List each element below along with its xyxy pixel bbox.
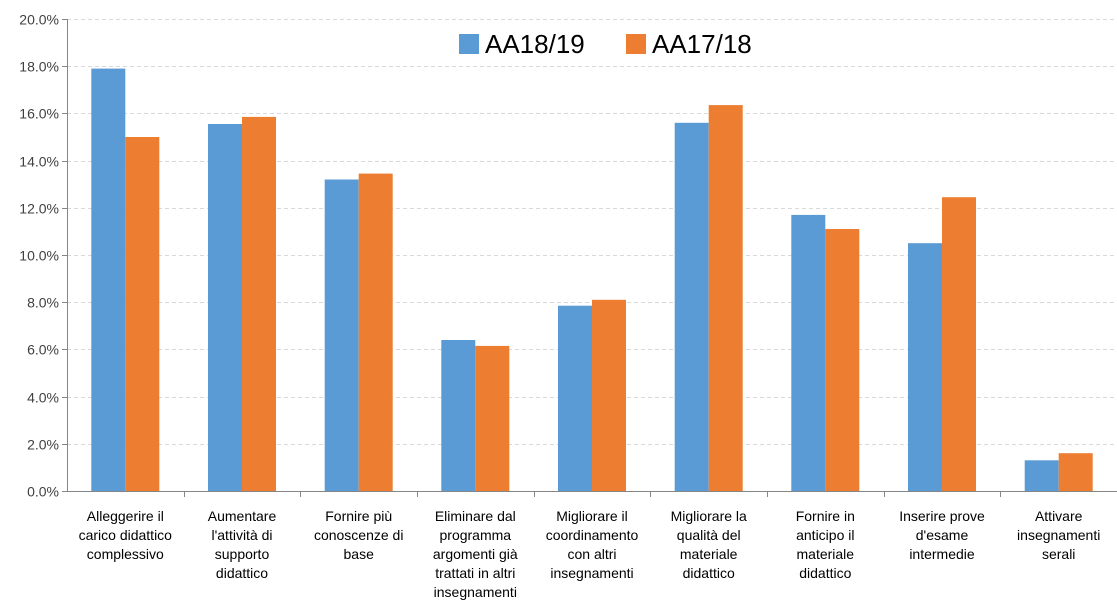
y-tick-label: 10.0% [19, 248, 59, 264]
x-tick-label-line: Alleggerire il [87, 508, 164, 524]
x-tick-label-line: insegnamenti [434, 584, 517, 600]
x-tick-label: Inserire prove d'esame intermedie [899, 508, 985, 562]
x-tick-label-line: anticipo il [796, 527, 854, 543]
x-tick-label-line: coordinamento [546, 527, 639, 543]
x-tick-label: Attivare insegnamenti serali [1017, 508, 1100, 562]
bar[interactable] [592, 299, 626, 491]
x-tick-label-line: Aumentare [208, 508, 277, 524]
bar[interactable] [441, 340, 476, 491]
x-tick-label-line: insegnamenti [550, 565, 633, 581]
x-tick-label-line: trattati in altri [435, 565, 515, 581]
x-tick-label: Fornire più conoscenze di base [314, 508, 404, 562]
x-tick-label-line: Inserire prove [899, 508, 985, 524]
x-tick-label: Migliorare il coordinamento con altri inseg… [546, 508, 639, 581]
x-tick-label-line: serali [1042, 546, 1075, 562]
x-tick-label-line: conoscenze di [314, 527, 404, 543]
y-tick-label: 8.0% [27, 295, 59, 311]
x-tick-label: Aumentare l'attività di supporto didattico [208, 508, 277, 581]
x-tick-label-line: d'esame [916, 527, 969, 543]
y-tick-label: 14.0% [19, 154, 59, 170]
bar[interactable] [475, 345, 510, 491]
legend-label: AA18/19 [485, 29, 585, 59]
bar[interactable] [91, 68, 126, 491]
x-tick-label-line: insegnamenti [1017, 527, 1100, 543]
x-tick-label-line: materiale [797, 546, 855, 562]
bar[interactable] [125, 137, 160, 491]
x-tick-label-line: Eliminare dal [435, 508, 516, 524]
legend-swatch [626, 34, 646, 54]
x-tick-label: Eliminare dal programma argomenti già tratt… [433, 508, 518, 600]
x-tick-label-line: didattico [799, 565, 851, 581]
bar[interactable] [674, 122, 709, 492]
y-tick-label: 20.0% [19, 12, 59, 28]
x-tick-label-line: Migliorare il [556, 508, 628, 524]
x-tick-label-line: base [344, 546, 375, 562]
x-tick-label-line: materiale [680, 546, 738, 562]
bar[interactable] [825, 229, 860, 491]
y-tick-label: 4.0% [27, 390, 59, 406]
bar[interactable] [791, 214, 826, 491]
bar[interactable] [324, 179, 359, 492]
bar[interactable] [1058, 453, 1093, 491]
x-tick-label-line: programma [440, 527, 512, 543]
x-tick-label-line: Attivare [1035, 508, 1083, 524]
bar[interactable] [1024, 460, 1059, 491]
y-tick-label: 0.0% [27, 484, 59, 500]
y-tick-label: 16.0% [19, 106, 59, 122]
bar[interactable] [242, 116, 276, 492]
x-tick-label-line: l'attività di [211, 527, 272, 543]
x-tick-label: Fornire in anticipo il materiale didattico [796, 508, 855, 581]
x-tick-label-line: Fornire più [325, 508, 392, 524]
bar[interactable] [558, 305, 592, 491]
y-tick-label: 12.0% [19, 201, 59, 217]
bar[interactable] [208, 124, 242, 491]
x-tick-label-line: complessivo [87, 546, 164, 562]
x-tick-label-line: qualità del [677, 527, 741, 543]
x-tick-label-line: didattico [216, 565, 268, 581]
x-tick-label-line: Migliorare la [671, 508, 747, 524]
bar[interactable] [708, 105, 743, 491]
y-tick-label: 2.0% [27, 437, 59, 453]
x-tick-label-line: didattico [683, 565, 735, 581]
x-tick-label-line: con altri [567, 546, 616, 562]
legend-label: AA17/18 [652, 29, 752, 59]
x-tick-label-line: intermedie [909, 546, 975, 562]
x-tick-label-line: Fornire in [796, 508, 855, 524]
x-tick-label: Migliorare la qualità del materiale didatti… [671, 508, 747, 581]
x-tick-label: Alleggerire il carico didattico complessiv… [79, 508, 173, 562]
x-tick-label-line: supporto [215, 546, 270, 562]
y-tick-label: 6.0% [27, 342, 59, 358]
x-tick-label-line: argomenti già [433, 546, 518, 562]
x-tick-label-line: carico didattico [79, 527, 173, 543]
bar[interactable] [908, 243, 942, 491]
y-tick-label: 18.0% [19, 59, 59, 75]
legend-swatch [459, 34, 479, 54]
bar[interactable] [358, 173, 393, 491]
bar[interactable] [942, 197, 976, 491]
